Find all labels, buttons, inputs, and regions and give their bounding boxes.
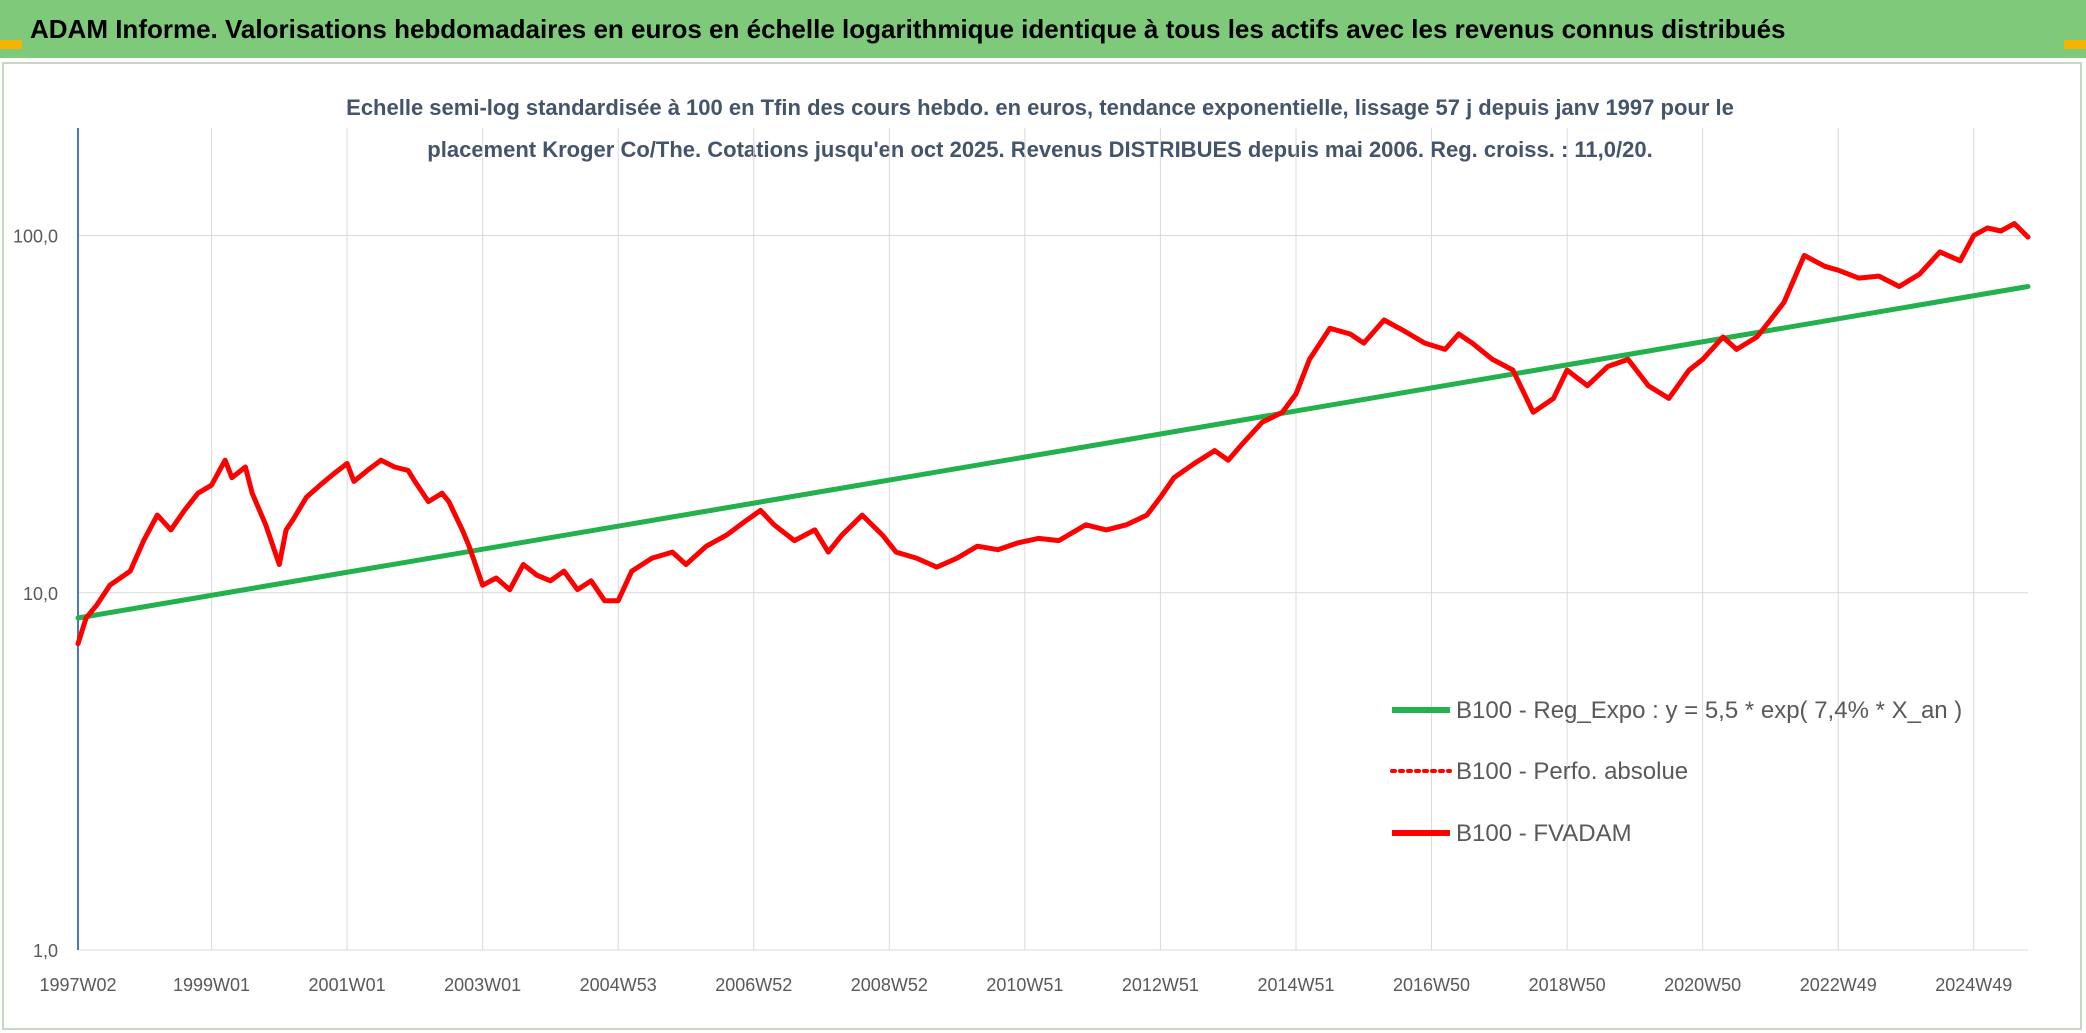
x-tick-label: 2001W01 xyxy=(309,975,386,995)
series-line-0 xyxy=(75,284,2031,621)
y-axis-ticks: 1,0 10,0 100,0 xyxy=(13,227,58,961)
x-tick-label: 2012W51 xyxy=(1122,975,1199,995)
legend-label-reg-expo: B100 - Reg_Expo : y = 5,5 * exp( 7,4% * … xyxy=(1456,697,1962,724)
chart-frame xyxy=(2,62,2082,1030)
x-tick-label: 2006W52 xyxy=(715,975,792,995)
x-tick-label: 2008W52 xyxy=(851,975,928,995)
x-tick-label: 2018W50 xyxy=(1529,975,1606,995)
report-title-banner: ADAM Informe. Valorisations hebdomadaire… xyxy=(0,0,2086,58)
y-tick-label: 100,0 xyxy=(13,227,58,247)
x-tick-label: 2016W50 xyxy=(1393,975,1470,995)
legend: B100 - Reg_Expo : y = 5,5 * exp( 7,4% * … xyxy=(1390,697,1962,847)
y-tick-label: 10,0 xyxy=(23,584,58,604)
report-title: ADAM Informe. Valorisations hebdomadaire… xyxy=(30,13,1786,44)
x-tick-label: 1997W02 xyxy=(39,975,116,995)
chart-subtitle-line-2: placement Kroger Co/The. Cotations jusqu… xyxy=(427,137,1652,162)
legend-label-fvadam: B100 - FVADAM xyxy=(1456,820,1632,847)
y-tick-label: 1,0 xyxy=(33,941,58,961)
corner-accent-right xyxy=(2064,40,2086,49)
chart-subtitle-line-1: Echelle semi-log standardisée à 100 en T… xyxy=(346,95,1734,120)
grid xyxy=(78,128,2028,951)
x-tick-label: 1999W01 xyxy=(173,975,250,995)
series-lines xyxy=(75,221,2031,647)
series-line-2 xyxy=(75,221,2031,647)
x-tick-label: 2020W50 xyxy=(1664,975,1741,995)
x-tick-label: 2003W01 xyxy=(444,975,521,995)
x-tick-label: 2022W49 xyxy=(1800,975,1877,995)
x-tick-label: 2024W49 xyxy=(1935,975,2012,995)
corner-accent-left xyxy=(0,40,22,49)
x-axis-ticks: 1997W02 1999W01 2001W01 2003W01 2004W53 2006W… xyxy=(39,975,2012,995)
x-tick-label: 2004W53 xyxy=(580,975,657,995)
x-tick-label: 2014W51 xyxy=(1257,975,1334,995)
legend-label-perfo-absolue: B100 - Perfo. absolue xyxy=(1456,758,1688,785)
x-tick-label: 2010W51 xyxy=(986,975,1063,995)
